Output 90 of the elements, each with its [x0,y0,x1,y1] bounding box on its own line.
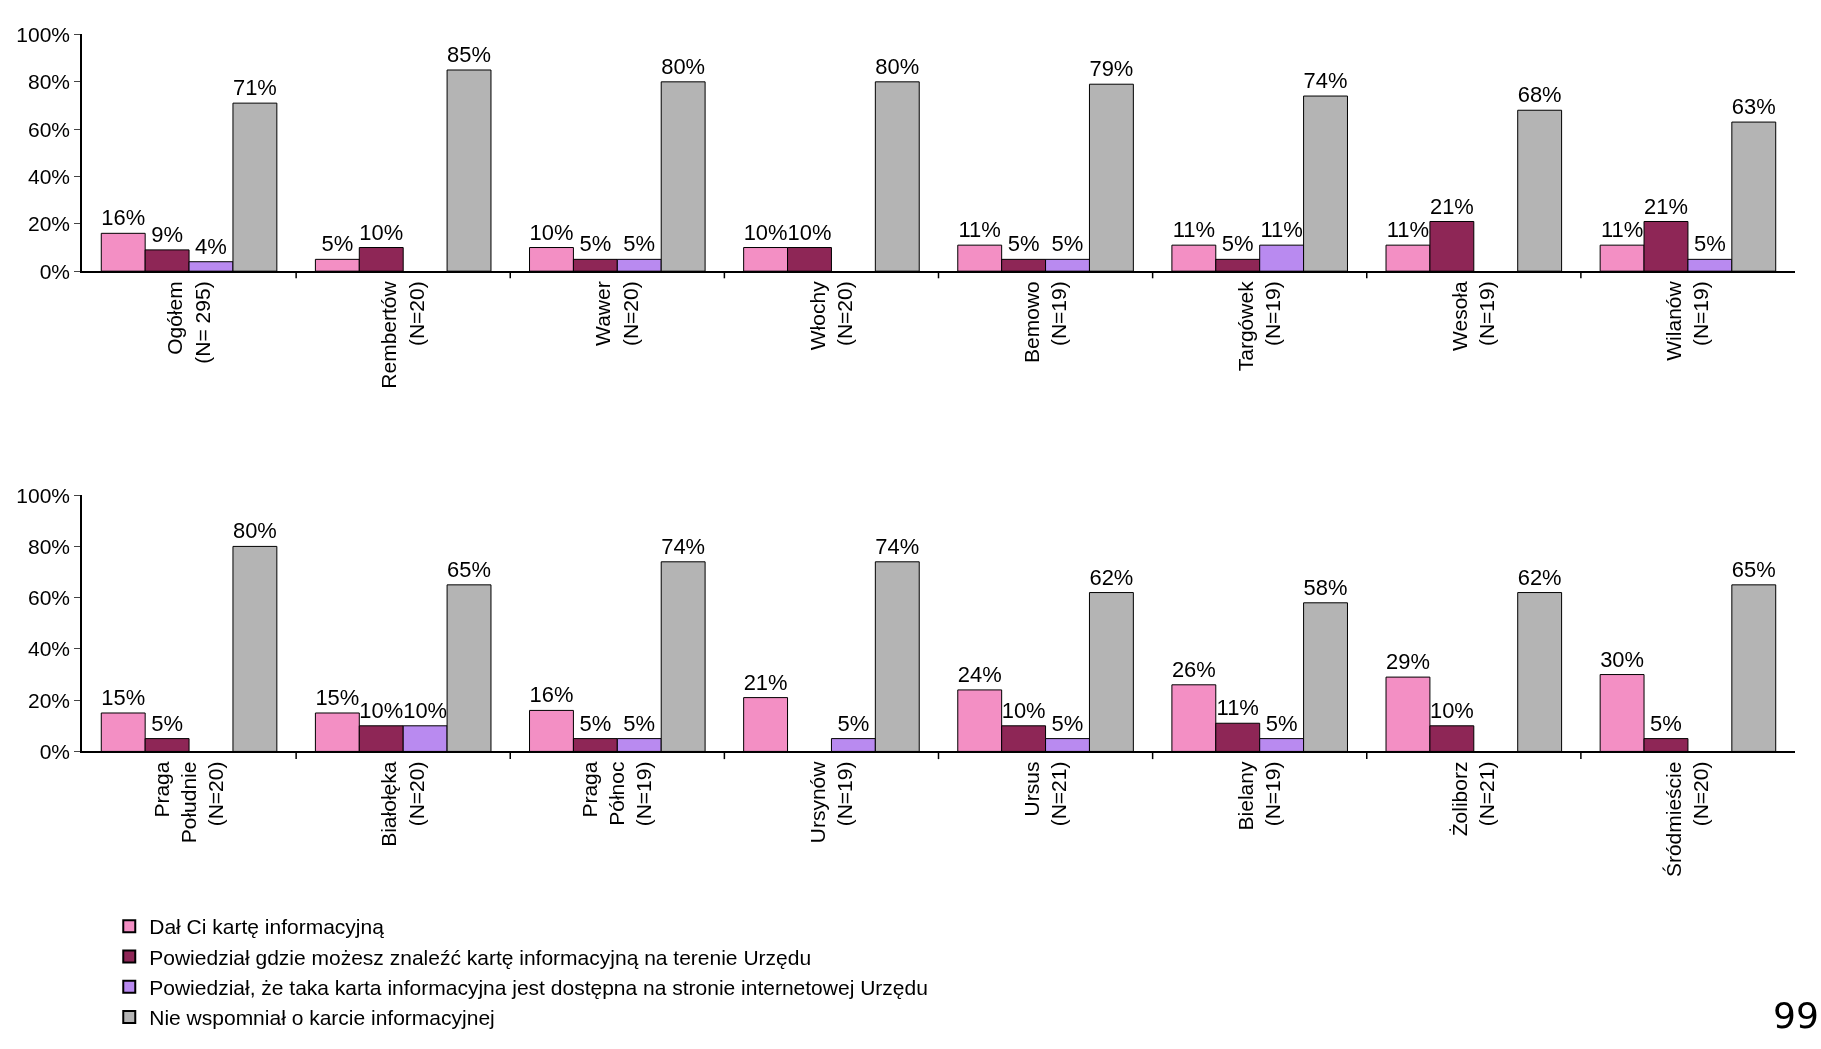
y-tick-label: 0% [39,739,71,763]
data-label: 21% [1429,193,1474,219]
x-tick-label: Żoliborz (N=21) [1447,761,1499,837]
y-tick-label: 60% [28,586,71,610]
y-tick-label: 100% [16,483,71,507]
data-label: 5% [1265,710,1298,736]
data-label: 29% [1386,649,1430,675]
data-label: 24% [957,661,1002,687]
x-tick-label: Bielany (N=19) [1233,761,1285,831]
data-label: 5% [579,231,612,257]
data-label: 85% [447,42,491,68]
data-label: 11% [1260,217,1303,243]
data-label: 5% [1051,231,1084,257]
data-label: 62% [1089,564,1134,590]
data-label: 5% [623,710,656,736]
data-label: 5% [1693,231,1726,257]
x-tick-label: Wesoła (N=19) [1447,281,1499,351]
data-label: 68% [1517,82,1562,108]
data-label: 4% [195,233,227,259]
data-label: 11% [1172,217,1216,243]
data-label: 74% [1303,68,1348,94]
legend-label: Dał Ci kartę informacyjną [149,915,385,939]
data-label: 58% [1303,574,1348,600]
x-tick-label: Praga Południe (N=20) [149,761,228,844]
data-label: 10% [1001,697,1046,723]
data-label: 11% [1600,217,1644,243]
data-label: 5% [1650,710,1682,736]
data-label: 80% [661,53,706,79]
x-tick-label: Śródmieście (N=20) [1662,761,1713,878]
x-tick-label: Bemowo (N=19) [1019,281,1071,364]
y-tick-label: 20% [28,212,71,236]
data-label: 5% [321,231,354,257]
data-label: 80% [232,518,277,544]
legend-label: Powiedział gdzie możesz znaleźć kartę informacyjną na terenie Urzędu [149,945,812,969]
data-label: 15% [101,685,146,711]
x-tick-label: Białołęka (N=20) [377,761,428,847]
data-label: 10% [359,697,404,723]
data-label: 79% [1089,56,1134,82]
data-label: 5% [151,710,184,736]
data-label: 15% [315,685,360,711]
data-label: 26% [1171,656,1216,682]
legend-label: Nie wspomniał o karcie informacyjnej [149,1006,495,1030]
y-tick-label: 100% [16,22,71,46]
y-tick-label: 40% [28,637,71,661]
data-label: 63% [1731,94,1776,120]
data-label: 5% [623,231,656,257]
x-tick-label: Ursynów (N=19) [805,760,856,844]
data-label: 21% [743,669,788,695]
x-tick-label: Rembertów (N=20) [377,280,428,389]
x-tick-label: Targówek (N=19) [1233,280,1285,372]
data-label: 5% [1221,231,1254,257]
x-tick-label: Ogółem (N= 295) [163,281,214,364]
y-tick-label: 20% [28,688,71,712]
data-label: 30% [1600,646,1645,672]
data-label: 10% [743,219,788,245]
data-label: 16% [101,205,146,231]
data-label: 65% [447,556,491,582]
data-label: 5% [579,710,612,736]
y-tick-label: 80% [28,534,71,558]
data-label: 5% [1007,231,1040,257]
data-label: 10% [1429,697,1474,723]
y-tick-label: 0% [39,259,71,283]
y-tick-label: 80% [28,70,71,94]
data-label: 80% [875,53,920,79]
data-label: 21% [1644,193,1688,219]
data-label: 65% [1731,556,1776,582]
x-tick-label: Wawer (N=20) [591,281,642,347]
x-tick-label: Włochy (N=20) [805,280,856,351]
y-tick-label: 60% [28,117,71,141]
data-label: 71% [232,75,277,101]
data-label: 10% [403,697,448,723]
legend-label: Powiedział, że taka karta informacyjna jest dostępna na stronie internetowej Urzędu [149,975,928,999]
data-label: 10% [787,219,832,245]
data-label: 74% [875,533,920,559]
data-label: 16% [529,682,574,708]
data-label: 74% [661,533,706,559]
data-label: 5% [1051,710,1084,736]
text: 99 [1773,995,1819,1036]
data-label: 11% [1216,695,1259,721]
x-tick-label: Praga Północ (N=19) [577,761,656,827]
data-label: 11% [1386,217,1430,243]
data-label: 62% [1517,564,1562,590]
y-tick-label: 40% [28,164,71,188]
data-label: 9% [151,221,184,247]
data-label: 11% [958,217,1001,243]
data-label: 5% [837,710,870,736]
data-label: 10% [529,219,574,245]
x-tick-label: Ursus (N=21) [1019,761,1071,827]
x-tick-label: Wilanów (N=19) [1662,280,1713,361]
data-label: 10% [359,219,404,245]
